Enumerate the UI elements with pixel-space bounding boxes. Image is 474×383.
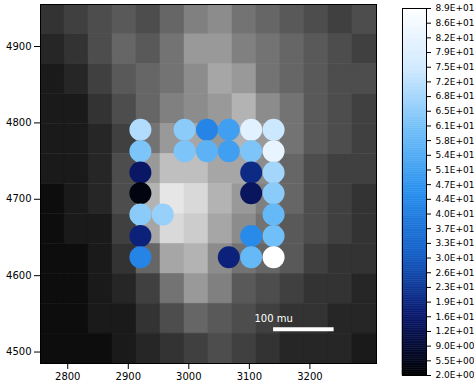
svg-text:3.3E+01: 3.3E+01 xyxy=(436,238,474,248)
svg-text:4.0E+01: 4.0E+01 xyxy=(436,209,474,219)
svg-text:9.0E+00: 9.0E+00 xyxy=(436,341,474,351)
svg-text:4800: 4800 xyxy=(6,117,31,128)
svg-text:8.6E+01: 8.6E+01 xyxy=(436,18,474,28)
svg-text:1.2E+01: 1.2E+01 xyxy=(436,326,474,336)
svg-text:3200: 3200 xyxy=(297,371,322,382)
svg-text:2.0E+00: 2.0E+00 xyxy=(436,370,474,380)
svg-text:4700: 4700 xyxy=(6,193,31,204)
svg-text:3.7E+01: 3.7E+01 xyxy=(436,224,474,234)
svg-text:6.8E+01: 6.8E+01 xyxy=(436,91,474,101)
svg-text:2800: 2800 xyxy=(55,371,80,382)
svg-text:2900: 2900 xyxy=(116,371,141,382)
svg-text:4.4E+01: 4.4E+01 xyxy=(436,194,474,204)
svg-text:3100: 3100 xyxy=(237,371,262,382)
svg-text:8.2E+01: 8.2E+01 xyxy=(436,33,474,43)
svg-text:3000: 3000 xyxy=(176,371,201,382)
svg-text:2.3E+01: 2.3E+01 xyxy=(436,282,474,292)
svg-text:4600: 4600 xyxy=(6,270,31,281)
svg-text:4900: 4900 xyxy=(6,41,31,52)
svg-text:7.2E+01: 7.2E+01 xyxy=(436,77,474,87)
svg-text:4500: 4500 xyxy=(6,346,31,357)
svg-text:6.1E+01: 6.1E+01 xyxy=(436,121,474,131)
svg-text:7.9E+01: 7.9E+01 xyxy=(436,47,474,57)
svg-text:3.0E+01: 3.0E+01 xyxy=(436,253,474,263)
svg-text:5.5E+00: 5.5E+00 xyxy=(436,356,474,366)
svg-text:6.5E+01: 6.5E+01 xyxy=(436,106,474,116)
svg-text:5.1E+01: 5.1E+01 xyxy=(436,165,474,175)
svg-text:100 mu: 100 mu xyxy=(254,313,292,324)
svg-text:4.7E+01: 4.7E+01 xyxy=(436,180,474,190)
svg-text:1.6E+01: 1.6E+01 xyxy=(436,312,474,322)
svg-text:2.6E+01: 2.6E+01 xyxy=(436,268,474,278)
svg-text:5.8E+01: 5.8E+01 xyxy=(436,136,474,146)
svg-text:7.5E+01: 7.5E+01 xyxy=(436,62,474,72)
svg-text:8.9E+01: 8.9E+01 xyxy=(436,3,474,13)
svg-text:5.4E+01: 5.4E+01 xyxy=(436,150,474,160)
svg-text:1.9E+01: 1.9E+01 xyxy=(436,297,474,307)
